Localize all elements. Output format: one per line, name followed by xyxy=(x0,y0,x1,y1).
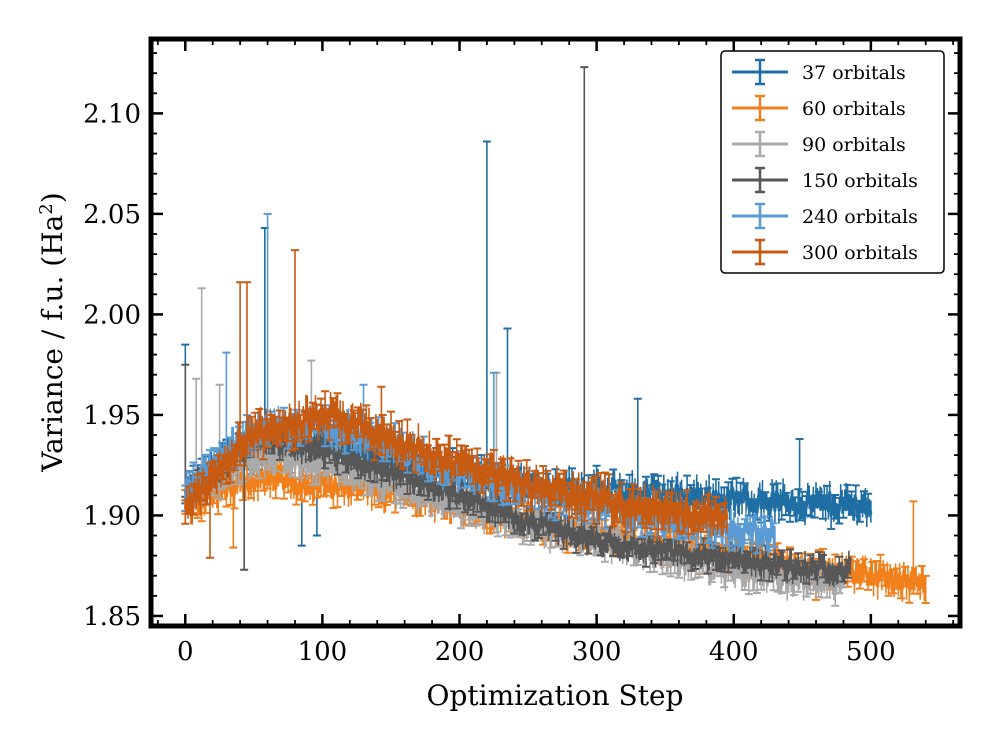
x-tick-label: 300 xyxy=(572,637,622,667)
y-tick-label: 2.10 xyxy=(83,99,141,129)
tick-labels: 0 100 200 300 400 500 1.85 1.90 1.95 2.00 2.05 2.10 xyxy=(83,99,896,667)
legend-box xyxy=(720,50,945,274)
legend-label: 150 orbitals xyxy=(802,170,918,192)
legend-entry: 240 orbitals xyxy=(732,202,918,230)
legend-entry: 150 orbitals xyxy=(732,166,918,194)
legend-entry: 300 orbitals xyxy=(732,238,918,266)
x-axis-title: Optimization Step xyxy=(427,679,684,712)
x-tick-label: 0 xyxy=(177,637,194,667)
legend-entry: 90 orbitals xyxy=(732,130,906,158)
x-tick-label: 100 xyxy=(298,637,348,667)
legend-label: 240 orbitals xyxy=(802,206,918,228)
series-5 xyxy=(181,249,729,559)
y-axis-title-close: ) xyxy=(36,192,69,203)
y-tick-label: 1.90 xyxy=(83,501,141,531)
y-axis-title: Variance / f.u. (Ha2) xyxy=(36,192,69,472)
series-layer xyxy=(181,66,930,607)
legend-label: 90 orbitals xyxy=(802,134,906,156)
y-axis-title-superscript: 2 xyxy=(36,203,57,214)
x-tick-label: 400 xyxy=(709,637,759,667)
y-tick-label: 1.85 xyxy=(83,602,141,632)
y-axis-title-text: Variance / f.u. (Ha xyxy=(36,215,69,473)
legend-label: 300 orbitals xyxy=(802,242,918,264)
plot-frame xyxy=(148,36,963,629)
y-tick-label: 1.95 xyxy=(83,401,141,431)
legend-label: 60 orbitals xyxy=(802,98,906,120)
y-tick-label: 2.05 xyxy=(83,200,141,230)
axis-ticks xyxy=(151,39,960,626)
y-tick-label: 2.00 xyxy=(83,300,141,330)
legend: 37 orbitals 60 orbitals 90 orbitals 150 orb… xyxy=(720,50,945,274)
x-tick-label: 200 xyxy=(435,637,485,667)
x-tick-label: 500 xyxy=(846,637,896,667)
legend-entry: 60 orbitals xyxy=(732,94,906,122)
legend-entry: 37 orbitals xyxy=(732,58,906,86)
series-5-line xyxy=(183,405,729,530)
legend-label: 37 orbitals xyxy=(802,62,906,84)
